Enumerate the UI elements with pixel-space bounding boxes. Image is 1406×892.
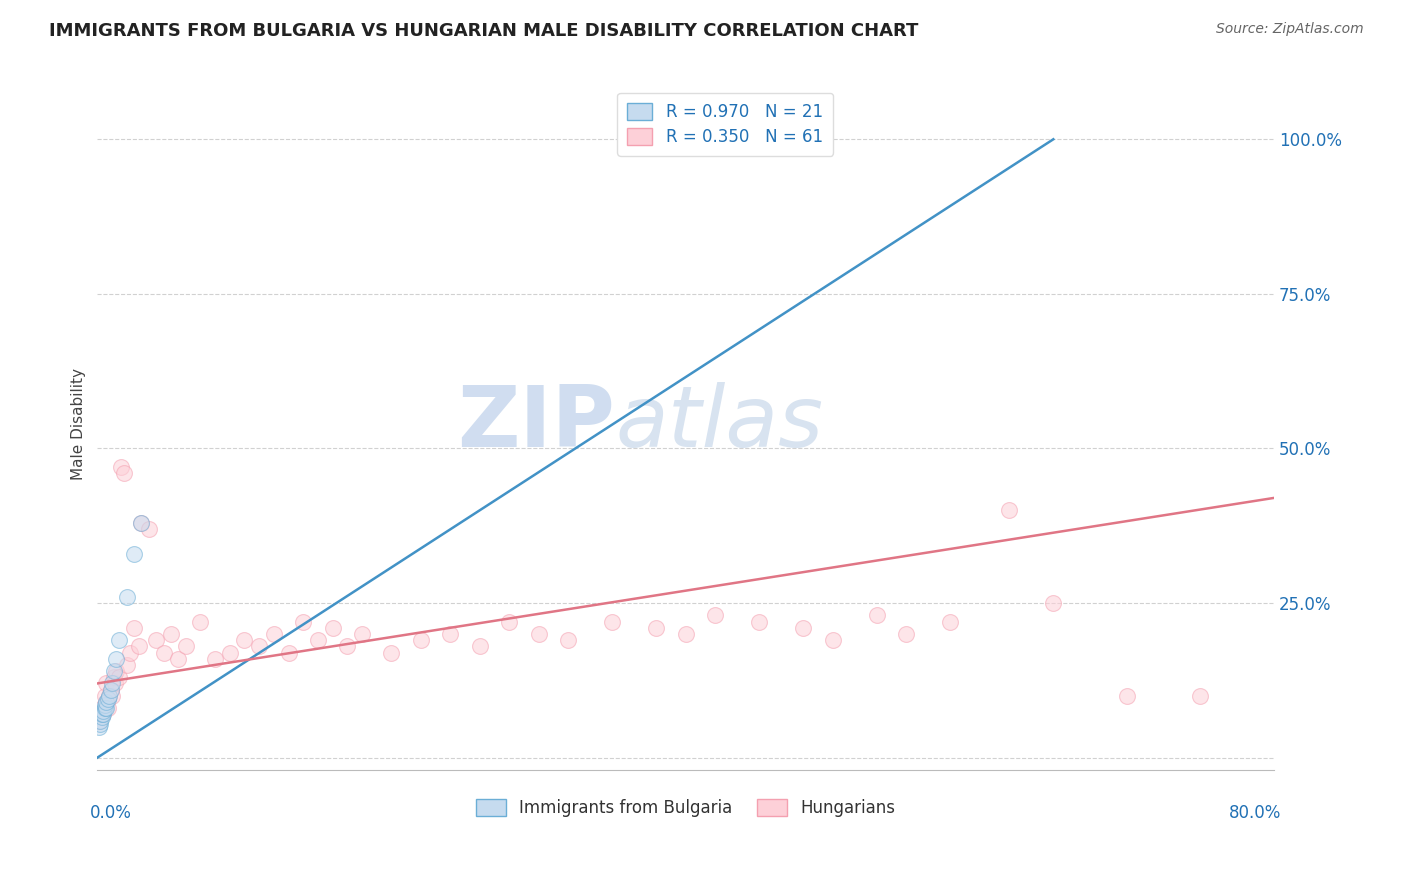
Point xyxy=(108,633,131,648)
Point xyxy=(409,633,432,648)
Point xyxy=(100,682,122,697)
Point xyxy=(96,695,118,709)
Point xyxy=(87,720,110,734)
Point xyxy=(90,707,112,722)
Point xyxy=(103,664,125,678)
Legend: Immigrants from Bulgaria, Hungarians: Immigrants from Bulgaria, Hungarians xyxy=(470,792,903,824)
Point xyxy=(174,640,197,654)
Point xyxy=(675,627,697,641)
Point xyxy=(118,646,141,660)
Text: IMMIGRANTS FROM BULGARIA VS HUNGARIAN MALE DISABILITY CORRELATION CHART: IMMIGRANTS FROM BULGARIA VS HUNGARIAN MA… xyxy=(49,22,918,40)
Point xyxy=(138,522,160,536)
Point xyxy=(100,682,122,697)
Point xyxy=(218,646,240,660)
Point xyxy=(89,716,111,731)
Point xyxy=(122,547,145,561)
Point xyxy=(101,689,124,703)
Point xyxy=(131,516,153,530)
Text: 0.0%: 0.0% xyxy=(90,804,132,822)
Point xyxy=(96,676,118,690)
Point xyxy=(115,657,138,672)
Point xyxy=(307,633,329,648)
Point xyxy=(352,627,374,641)
Point xyxy=(645,621,668,635)
Point xyxy=(866,608,889,623)
Point xyxy=(1115,689,1137,703)
Point xyxy=(247,640,270,654)
Point xyxy=(101,676,124,690)
Point xyxy=(115,590,138,604)
Point xyxy=(439,627,461,641)
Point xyxy=(108,670,131,684)
Point xyxy=(600,615,623,629)
Point xyxy=(93,698,115,712)
Point xyxy=(89,707,111,722)
Point xyxy=(704,608,727,623)
Point xyxy=(98,689,121,703)
Point xyxy=(292,615,315,629)
Point xyxy=(87,714,110,728)
Point xyxy=(90,701,112,715)
Point xyxy=(145,633,167,648)
Point xyxy=(91,707,114,722)
Point xyxy=(160,627,183,641)
Point xyxy=(939,615,962,629)
Point xyxy=(93,689,115,703)
Point xyxy=(277,646,299,660)
Point xyxy=(468,640,491,654)
Point xyxy=(93,701,115,715)
Point xyxy=(748,615,770,629)
Point xyxy=(167,651,190,665)
Point xyxy=(204,651,226,665)
Point xyxy=(821,633,844,648)
Point xyxy=(498,615,520,629)
Point xyxy=(188,615,211,629)
Point xyxy=(97,701,120,715)
Point xyxy=(96,701,118,715)
Point xyxy=(128,640,150,654)
Point xyxy=(103,670,125,684)
Point xyxy=(380,646,402,660)
Point xyxy=(131,516,153,530)
Point xyxy=(527,627,550,641)
Text: 80.0%: 80.0% xyxy=(1229,804,1281,822)
Point xyxy=(110,460,132,475)
Point xyxy=(998,503,1021,517)
Point xyxy=(97,692,120,706)
Text: Source: ZipAtlas.com: Source: ZipAtlas.com xyxy=(1216,22,1364,37)
Text: ZIP: ZIP xyxy=(457,382,614,466)
Text: atlas: atlas xyxy=(614,382,823,466)
Point xyxy=(98,689,121,703)
Point xyxy=(96,695,118,709)
Y-axis label: Male Disability: Male Disability xyxy=(72,368,86,480)
Point xyxy=(152,646,174,660)
Point xyxy=(233,633,256,648)
Point xyxy=(1189,689,1212,703)
Point xyxy=(105,664,128,678)
Point xyxy=(557,633,579,648)
Point xyxy=(122,621,145,635)
Point xyxy=(1042,596,1064,610)
Point xyxy=(91,704,114,718)
Point xyxy=(104,676,127,690)
Point xyxy=(105,651,128,665)
Point xyxy=(336,640,359,654)
Point xyxy=(112,466,135,480)
Point xyxy=(90,710,112,724)
Point xyxy=(322,621,344,635)
Point xyxy=(89,714,111,728)
Point xyxy=(792,621,814,635)
Point xyxy=(263,627,285,641)
Point xyxy=(91,707,114,722)
Point xyxy=(896,627,918,641)
